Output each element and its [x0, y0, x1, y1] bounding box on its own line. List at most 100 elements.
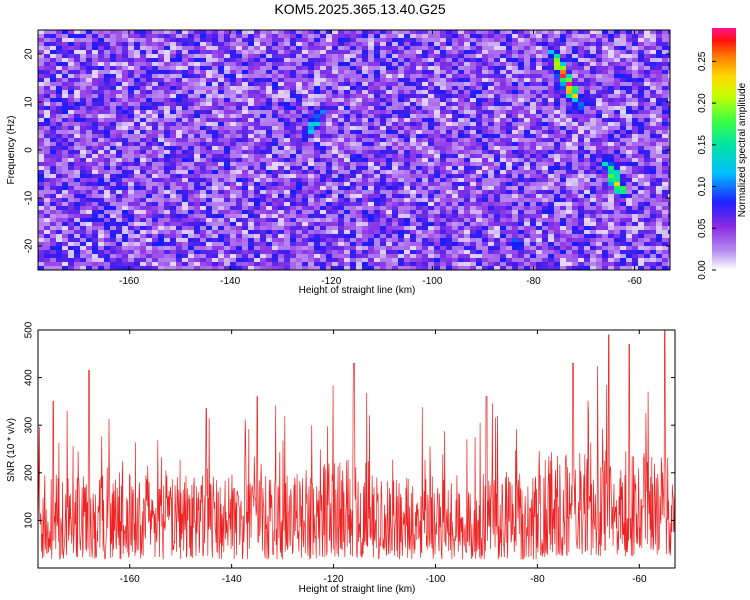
heat-cell — [128, 166, 135, 171]
heat-cell — [476, 166, 483, 171]
heat-cell — [482, 114, 489, 119]
heat-cell — [272, 202, 279, 207]
heat-cell — [494, 46, 501, 51]
heat-cell — [68, 50, 75, 55]
heat-cell — [320, 138, 327, 143]
heat-cell — [344, 202, 351, 207]
heat-cell — [548, 30, 555, 35]
heat-cell — [668, 42, 670, 47]
heat-cell — [110, 158, 117, 163]
heat-cell — [350, 102, 357, 107]
heat-cell — [614, 146, 621, 151]
heat-cell — [326, 34, 333, 39]
heat-cell — [128, 130, 135, 135]
heat-cell — [62, 190, 69, 195]
heat-cell — [650, 102, 657, 107]
heat-cell — [422, 170, 429, 175]
heat-cell — [620, 166, 627, 171]
heat-cell — [272, 158, 279, 163]
heat-cell — [428, 78, 435, 83]
heat-cell — [350, 46, 357, 51]
heat-cell — [290, 162, 297, 167]
heat-cell — [242, 158, 249, 163]
heat-cell — [596, 214, 603, 219]
heat-cell — [320, 150, 327, 155]
heat-cell — [104, 38, 111, 43]
heat-cell — [470, 154, 477, 159]
heat-cell — [140, 174, 147, 179]
heat-cell — [110, 218, 117, 223]
heat-cell — [386, 58, 393, 63]
heat-cell — [170, 178, 177, 183]
heat-cell — [224, 206, 231, 211]
heat-cell — [608, 106, 615, 111]
heat-cell — [668, 66, 670, 71]
heat-cell — [566, 154, 573, 159]
heat-cell — [482, 190, 489, 195]
heat-cell — [56, 154, 63, 159]
heat-cell — [590, 90, 597, 95]
heat-cell — [122, 98, 129, 103]
heat-cell — [560, 90, 567, 95]
heat-cell — [68, 198, 75, 203]
heat-cell — [512, 34, 519, 39]
heat-cell — [542, 90, 549, 95]
heat-cell — [548, 102, 555, 107]
heat-cell — [296, 130, 303, 135]
heat-cell — [224, 82, 231, 87]
heat-cell — [488, 86, 495, 91]
heat-cell — [122, 34, 129, 39]
heat-cell — [566, 30, 573, 35]
heat-cell — [68, 214, 75, 219]
heat-cell — [518, 194, 525, 199]
heat-cell — [350, 30, 357, 35]
heat-cell — [614, 158, 621, 163]
heat-cell — [446, 70, 453, 75]
heat-cell — [626, 38, 633, 43]
heat-cell — [482, 34, 489, 39]
heat-cell — [68, 46, 75, 51]
heat-cell — [104, 194, 111, 199]
heat-cell — [362, 54, 369, 59]
heat-cell — [206, 166, 213, 171]
heat-cell — [188, 42, 195, 47]
heat-cell — [176, 150, 183, 155]
heat-cell — [542, 94, 549, 99]
heat-cell — [458, 74, 465, 79]
heat-cell — [44, 198, 51, 203]
heat-cell — [530, 74, 537, 79]
heat-cell — [446, 182, 453, 187]
heat-cell — [572, 94, 579, 99]
heat-cell — [374, 50, 381, 55]
heat-cell — [422, 114, 429, 119]
heat-cell — [158, 90, 165, 95]
heat-cell — [428, 38, 435, 43]
heat-cell — [206, 138, 213, 143]
heat-cell — [542, 154, 549, 159]
heat-cell — [410, 126, 417, 131]
heat-cell — [116, 74, 123, 79]
heat-cell — [80, 202, 87, 207]
heat-cell — [260, 86, 267, 91]
heat-cell — [332, 58, 339, 63]
heat-cell — [362, 198, 369, 203]
heat-cell — [542, 54, 549, 59]
heat-cell — [80, 58, 87, 63]
heat-cell — [620, 158, 627, 163]
heat-cell — [128, 154, 135, 159]
heat-cell — [464, 154, 471, 159]
heat-cell — [512, 78, 519, 83]
heat-cell — [392, 194, 399, 199]
heat-cell — [146, 186, 153, 191]
heat-cell — [668, 70, 670, 75]
heat-cell — [338, 98, 345, 103]
heat-cell — [536, 150, 543, 155]
heat-cell — [500, 202, 507, 207]
heat-cell — [224, 134, 231, 139]
heat-cell — [632, 206, 639, 211]
heat-cell — [512, 162, 519, 167]
heat-cell — [530, 154, 537, 159]
heat-cell — [182, 58, 189, 63]
heat-cell — [464, 142, 471, 147]
heat-cell — [248, 34, 255, 39]
